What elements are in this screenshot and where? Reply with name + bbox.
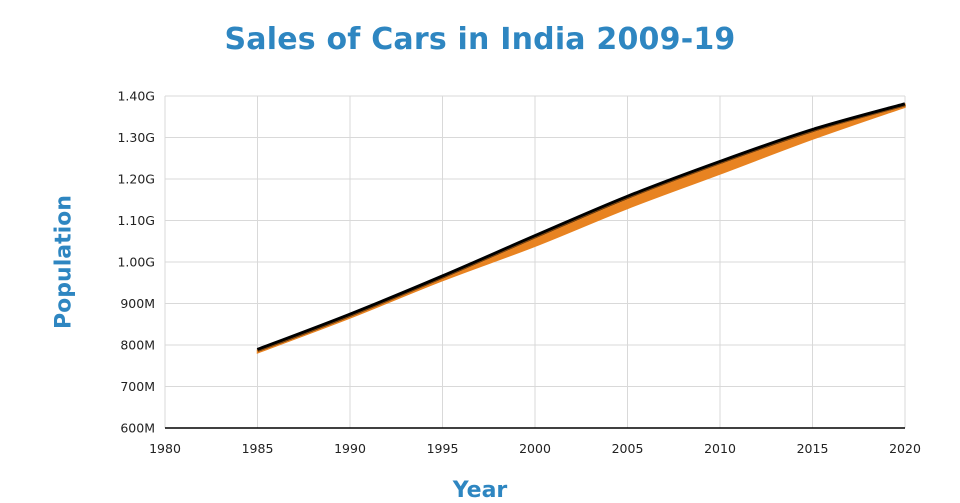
chart-title: Sales of Cars in India 2009-19 xyxy=(224,22,736,57)
x-tick-label: 2015 xyxy=(797,441,829,456)
y-tick-label: 1.20G xyxy=(117,172,155,187)
y-tick-label: 1.10G xyxy=(117,213,155,228)
x-tick-label: 2005 xyxy=(612,441,644,456)
x-axis-label: Year xyxy=(452,478,508,503)
y-tick-label: 700M xyxy=(120,379,155,394)
y-tick-label: 800M xyxy=(120,338,155,353)
x-tick-label: 2000 xyxy=(519,441,551,456)
series-line-upper xyxy=(256,102,906,352)
y-tick-label: 1.30G xyxy=(117,130,155,145)
x-tick-label: 1990 xyxy=(334,441,366,456)
x-tick-label: 2020 xyxy=(889,441,921,456)
x-tick-label: 1980 xyxy=(149,441,181,456)
range-band xyxy=(256,103,906,354)
y-tick-label: 600M xyxy=(120,421,155,436)
x-tick-label: 2010 xyxy=(704,441,736,456)
x-tick-label: 1995 xyxy=(427,441,459,456)
x-tick-labels: 1980 1985 1990 1995 2000 2005 2010 2015 2020 xyxy=(149,441,921,456)
y-tick-label: 1.40G xyxy=(117,89,155,104)
series-line-lower xyxy=(257,105,906,352)
grid-lines xyxy=(164,95,906,428)
series-band-lower xyxy=(256,103,906,354)
series-lines xyxy=(256,102,906,352)
y-tick-label: 900M xyxy=(120,296,155,311)
x-tick-label: 1985 xyxy=(242,441,274,456)
y-tick-labels: 600M 700M 800M 900M 1.00G 1.10G 1.20G 1.30G 1.40… xyxy=(117,89,155,436)
y-tick-label: 1.00G xyxy=(117,255,155,270)
